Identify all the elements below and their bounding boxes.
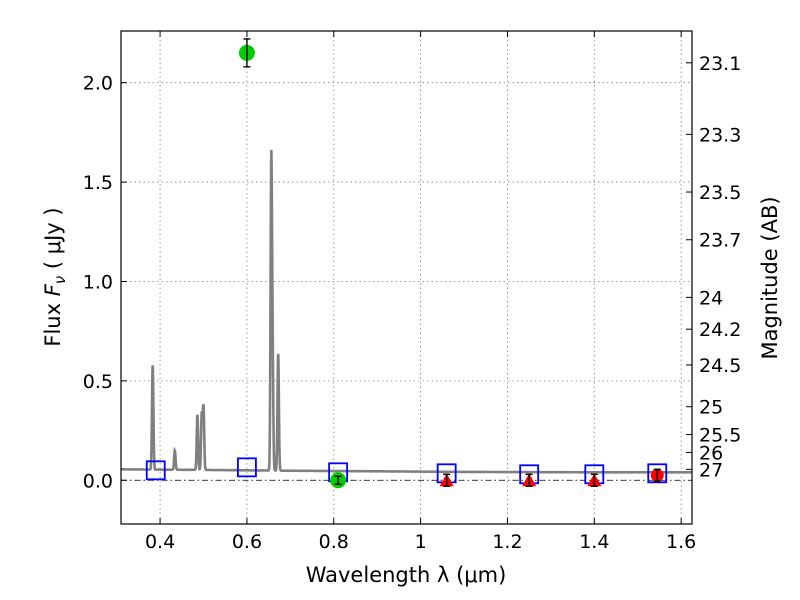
x-tick-label: 1.6: [666, 531, 696, 553]
x-tick-label: 0.8: [319, 531, 349, 553]
y-tick-label: 2.0: [83, 73, 113, 95]
y-tick-label: 0.5: [83, 371, 113, 393]
x-axis-title: Wavelength λ (μm): [306, 563, 507, 587]
x-tick-label: 0.4: [145, 531, 175, 553]
markers-layer: [145, 38, 668, 489]
plot-frame: [120, 30, 693, 525]
magnitude-tick-label: 24.2: [699, 319, 741, 341]
magnitude-tick-label: 24: [699, 287, 723, 309]
x-tick-label: 1.2: [492, 531, 522, 553]
grid-lines: [121, 31, 692, 524]
model-band-square: [145, 460, 166, 481]
y-tick-label: 1.5: [83, 172, 113, 194]
magnitude-tick-label: 24.5: [699, 355, 741, 377]
y-tick-labels: 0.0 0.5 1.0 1.5 2.0: [83, 73, 113, 493]
x-tick-label: 0.6: [232, 531, 262, 553]
magnitude-tick-label: 23.7: [699, 230, 741, 252]
magnitude-tick-label: 23.5: [699, 182, 741, 204]
right-axis-title: Magnitude (AB): [758, 196, 782, 359]
magnitude-tick-label: 25: [699, 397, 723, 419]
y-tick-label: 0.0: [83, 470, 113, 492]
magnitude-tick-label: 25.5: [699, 425, 741, 447]
x-tick-label: 1: [415, 531, 427, 553]
magnitude-tick-label: 27: [699, 459, 723, 481]
magnitude-tick-label: 26: [699, 442, 723, 464]
spectrum-layer: [121, 149, 692, 474]
spectrum-line: [121, 149, 692, 474]
tick-marks: [121, 31, 692, 524]
model-band-square: [237, 457, 257, 478]
model-band-square: [647, 463, 668, 484]
magnitude-tick-label: 23.3: [699, 124, 741, 146]
x-tick-label: 1.4: [579, 531, 609, 553]
y-tick-label: 1.0: [83, 271, 113, 293]
y-axis-title: Flux Fν ( μJy ): [41, 207, 69, 346]
magnitude-tick-label: 23.1: [699, 53, 741, 75]
x-tick-labels: 0.4 0.6 0.8 1 1.2 1.4 1.6: [145, 531, 696, 553]
